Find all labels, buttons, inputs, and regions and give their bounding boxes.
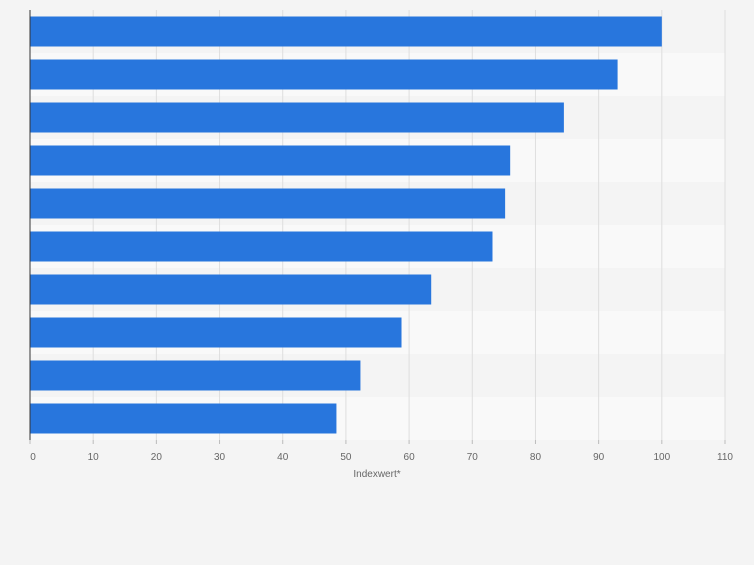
x-tick-label: 80 — [530, 452, 542, 463]
x-axis-ticks: 0 10 20 30 40 50 60 70 80 90 100 110 — [29, 440, 733, 463]
bar[interactable] — [30, 274, 432, 305]
bar[interactable] — [30, 231, 493, 262]
x-tick-label: 0 — [30, 452, 36, 463]
bar[interactable] — [30, 59, 618, 90]
bar[interactable] — [30, 403, 337, 434]
bar[interactable] — [30, 16, 662, 47]
bar[interactable] — [30, 188, 506, 219]
x-tick-label: 110 — [717, 452, 733, 463]
x-tick-label: 50 — [340, 452, 352, 463]
bar[interactable] — [30, 145, 511, 176]
x-tick-label: 90 — [593, 452, 605, 463]
bar[interactable] — [30, 360, 361, 391]
x-tick-label: 20 — [151, 452, 163, 463]
x-tick-label: 100 — [653, 452, 670, 463]
x-tick-label: 10 — [88, 452, 100, 463]
x-tick-label: 70 — [467, 452, 479, 463]
bar[interactable] — [30, 102, 564, 133]
x-tick-label: 60 — [404, 452, 416, 463]
x-axis-label: Indexwert* — [353, 469, 400, 480]
x-tick-label: 40 — [277, 452, 289, 463]
bars — [30, 16, 662, 434]
bar[interactable] — [30, 317, 402, 348]
x-tick-label: 30 — [214, 452, 226, 463]
